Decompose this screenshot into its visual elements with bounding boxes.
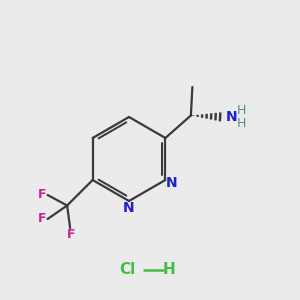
Text: H: H <box>236 104 246 117</box>
Text: F: F <box>38 188 46 201</box>
Text: F: F <box>38 212 46 226</box>
Text: N: N <box>166 176 177 190</box>
Text: H: H <box>236 117 246 130</box>
Text: N: N <box>226 110 238 124</box>
Text: H: H <box>163 262 176 278</box>
Text: F: F <box>67 228 75 241</box>
Text: N: N <box>122 201 134 214</box>
Text: Cl: Cl <box>119 262 136 278</box>
